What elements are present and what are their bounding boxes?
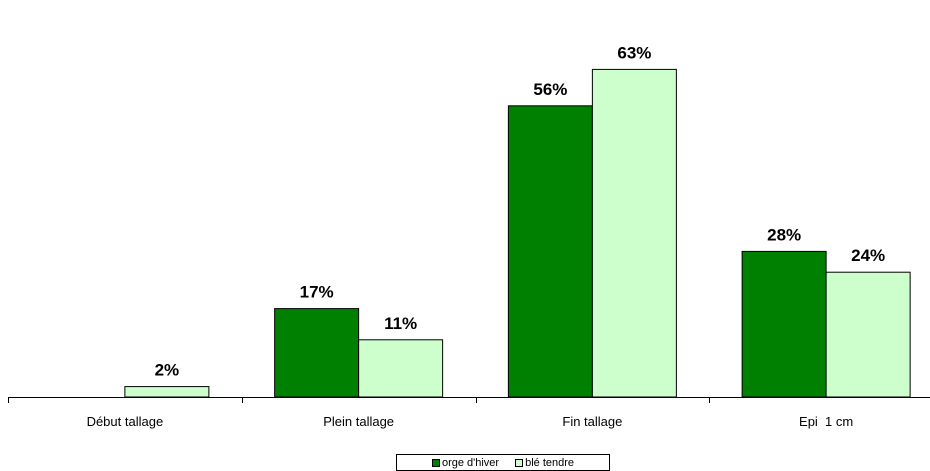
labels-layer: 2% Début tallage 17% 11% Plein tallage 56% 63%… xyxy=(87,43,886,429)
legend-label-ble: blé tendre xyxy=(525,456,575,469)
data-label-orge-2: 56% xyxy=(533,80,567,99)
bar-ble-3 xyxy=(825,271,911,398)
legend-swatch-orge xyxy=(431,458,440,467)
data-label-ble-1: 11% xyxy=(384,314,417,333)
legend-item-ble: blé tendre xyxy=(515,457,574,469)
legend-label-orge: orge d'hiver xyxy=(441,456,500,469)
bar-orge-2 xyxy=(507,105,593,398)
x-tick-label-3: Epi 1 cm xyxy=(799,414,853,429)
legend-swatch-ble xyxy=(515,458,524,467)
data-label-orge-1: 17% xyxy=(300,283,334,302)
bar-orge-3 xyxy=(741,250,827,398)
data-label-ble-0: 2% xyxy=(155,361,180,380)
bar-ble-1 xyxy=(358,339,444,398)
x-tick-label-1: Plein tallage xyxy=(323,414,394,429)
data-label-orge-3: 28% xyxy=(767,225,801,244)
bar-ble-0 xyxy=(124,386,210,398)
bar-ble-2 xyxy=(591,68,677,398)
bar-orge-1 xyxy=(274,308,360,398)
bars-layer xyxy=(124,68,911,398)
data-label-ble-3: 24% xyxy=(851,246,885,265)
x-axis xyxy=(8,397,930,403)
legend: orge d'hiver blé tendre xyxy=(396,454,610,471)
bar-chart: 2% Début tallage 17% 11% Plein tallage 56% 63%… xyxy=(8,43,930,429)
data-label-ble-2: 63% xyxy=(617,43,651,62)
legend-item-orge: orge d'hiver xyxy=(431,456,500,469)
x-tick-label-2: Fin tallage xyxy=(562,414,622,429)
x-tick-label-0: Début tallage xyxy=(87,414,164,429)
